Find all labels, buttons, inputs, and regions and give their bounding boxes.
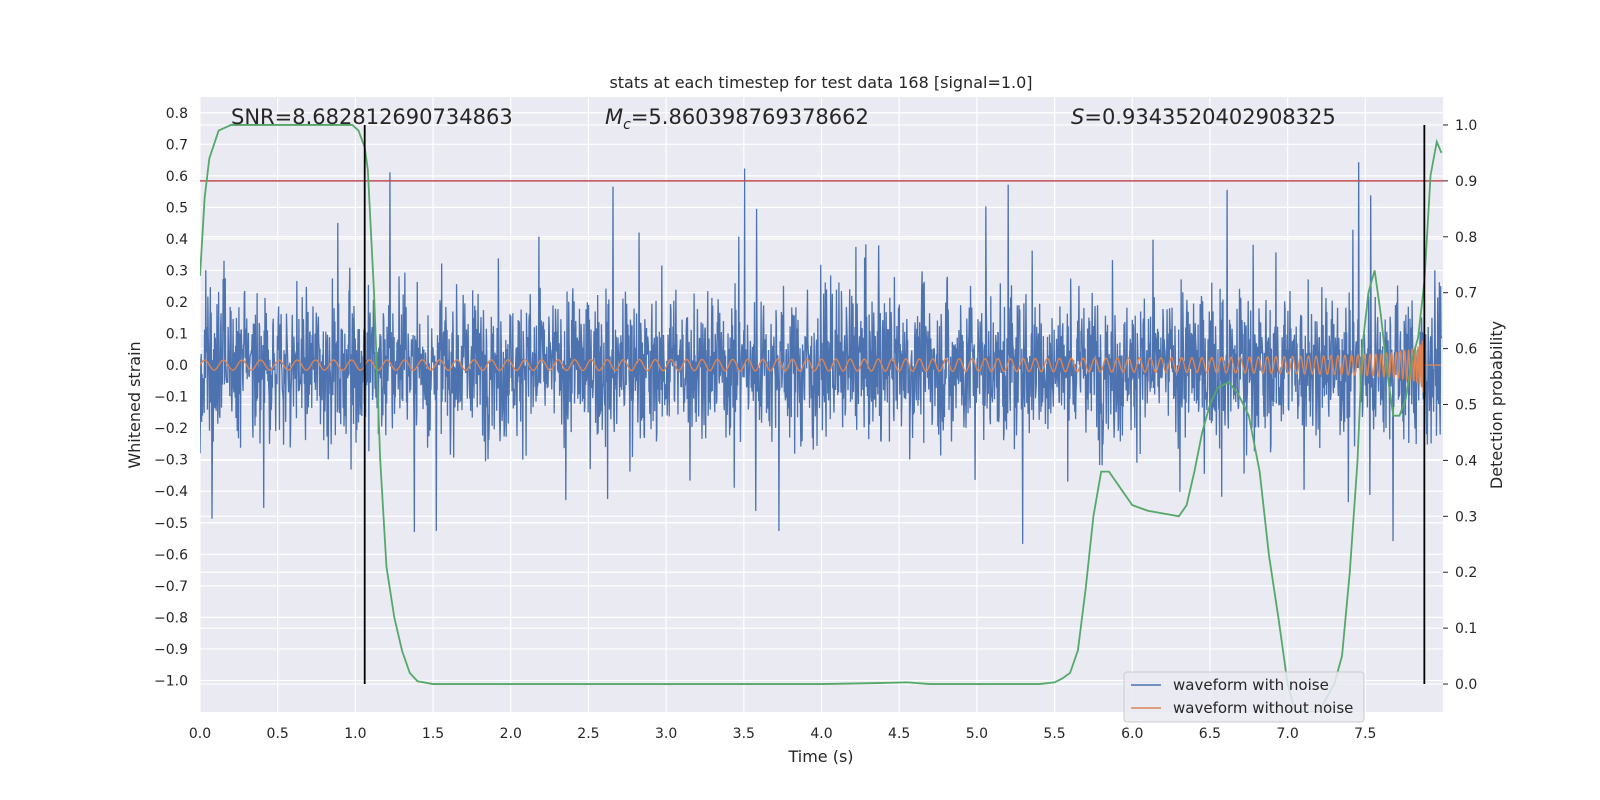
- chirp-mass-annotation: Mc=5.860398769378662: [605, 105, 869, 133]
- snr-annotation: SNR=8.682812690734863: [231, 105, 513, 129]
- series-line-waveform-with-noise: [200, 162, 1443, 544]
- y-axis-label-left: Whitened strain: [125, 341, 144, 468]
- x-tick-label: 4.5: [888, 726, 910, 742]
- s-value: =0.9343520402908325: [1084, 105, 1335, 129]
- legend: waveform with noise waveform without noi…: [1123, 671, 1365, 723]
- chirp-mass-subscript: c: [623, 117, 631, 133]
- y-right-tick-label: 0.8: [1455, 230, 1477, 246]
- series-line-detection-probability: [200, 124, 1443, 712]
- y-right-tick-label: 0.6: [1455, 342, 1477, 358]
- chirp-mass-value: =5.860398769378662: [631, 105, 869, 129]
- series-line-waveform-without-noise: [200, 332, 1442, 411]
- x-tick-label: 7.0: [1276, 726, 1298, 742]
- y-left-tick-label: 0.0: [166, 358, 188, 374]
- y-left-tick-label: −0.5: [154, 516, 188, 532]
- x-tick-label: 2.5: [577, 726, 599, 742]
- y-axis-label-right: Detection probability: [1487, 321, 1506, 489]
- y-left-tick-label: 0.4: [166, 232, 188, 248]
- x-tick-label: 6.0: [1121, 726, 1143, 742]
- legend-box: [1123, 671, 1365, 723]
- x-tick-label: 0.5: [267, 726, 289, 742]
- y-left-tick-label: −0.4: [154, 484, 188, 500]
- x-tick-label: 3.5: [733, 726, 755, 742]
- x-tick-label: 1.5: [422, 726, 444, 742]
- x-tick-label: 6.5: [1199, 726, 1221, 742]
- legend-label-clean: waveform without noise: [1173, 699, 1353, 717]
- y-left-tick-label: −1.0: [154, 673, 188, 689]
- y-right-tick-label: 1.0: [1455, 118, 1477, 134]
- y-left-tick-label: 0.8: [166, 106, 188, 122]
- x-axis-label: Time (s): [787, 747, 853, 766]
- y-right-tick-label: 0.7: [1455, 286, 1477, 302]
- y-left-tick-label: −0.2: [154, 421, 188, 437]
- legend-label-noise: waveform with noise: [1173, 676, 1329, 694]
- y-left-tick-label: 0.6: [166, 169, 188, 185]
- y-right-tick-label: 0.9: [1455, 174, 1477, 190]
- y-right-tick-label: 0.0: [1455, 677, 1477, 693]
- y-left-tick-label: 0.2: [166, 295, 188, 311]
- chart-title: stats at each timestep for test data 168…: [609, 73, 1032, 92]
- x-tick-label: 1.0: [344, 726, 366, 742]
- x-tick-label: 7.5: [1354, 726, 1376, 742]
- s-annotation: S=0.9343520402908325: [1071, 105, 1336, 129]
- x-tick-label: 5.0: [966, 726, 988, 742]
- y-right-tick-label: 0.1: [1455, 621, 1477, 637]
- y-left-tick-label: 0.7: [166, 137, 188, 153]
- y-right-tick-label: 0.2: [1455, 565, 1477, 581]
- plot-content: [200, 124, 1443, 712]
- y-left-tick-label: −0.8: [154, 610, 188, 626]
- chirp-mass-symbol: M: [605, 105, 623, 129]
- ticks: 0.0 0.5 1.0 1.5 2.0 2.5 3.0 3.5 4.0 4.5 5.0 5.5 6.0 6…: [154, 106, 1477, 742]
- x-tick-label: 5.5: [1043, 726, 1065, 742]
- x-tick-label: 4.0: [810, 726, 832, 742]
- y-left-tick-label: 0.3: [166, 263, 188, 279]
- series-group: [200, 124, 1443, 712]
- s-symbol: S: [1071, 105, 1084, 129]
- y-left-tick-label: −0.3: [154, 453, 188, 469]
- x-tick-label: 0.0: [189, 726, 211, 742]
- y-left-tick-label: 0.1: [166, 327, 188, 343]
- y-left-tick-label: −0.6: [154, 547, 188, 563]
- y-right-tick-label: 0.5: [1455, 398, 1477, 414]
- y-left-tick-label: 0.5: [166, 200, 188, 216]
- y-left-tick-label: −0.9: [154, 642, 188, 658]
- x-tick-label: 3.0: [655, 726, 677, 742]
- y-right-tick-label: 0.4: [1455, 453, 1477, 469]
- y-right-tick-label: 0.3: [1455, 509, 1477, 525]
- y-left-tick-label: −0.1: [154, 390, 188, 406]
- y-left-tick-label: −0.7: [154, 579, 188, 595]
- x-tick-label: 2.0: [500, 726, 522, 742]
